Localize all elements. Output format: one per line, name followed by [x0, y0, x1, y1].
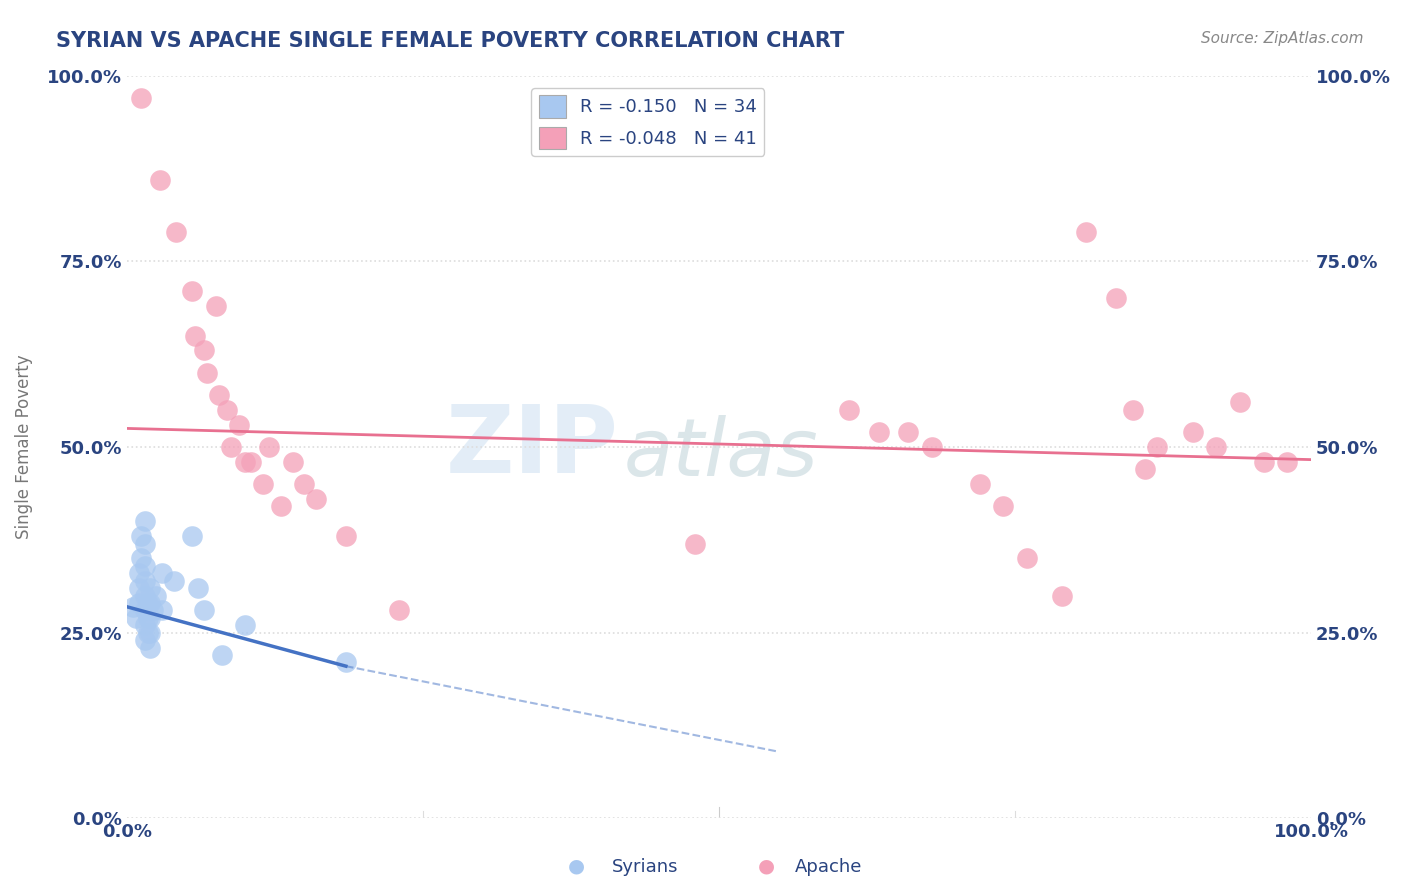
Point [139, 611, 162, 625]
Point [195, 366, 218, 380]
Point [233, 618, 256, 632]
Point [139, 596, 162, 610]
Text: SYRIAN VS APACHE SINGLE FEMALE POVERTY CORRELATION CHART: SYRIAN VS APACHE SINGLE FEMALE POVERTY C… [56, 31, 845, 51]
Point [1229, 395, 1251, 409]
Point [1052, 589, 1074, 603]
Point [136, 611, 159, 625]
Point [187, 581, 209, 595]
Point [252, 477, 274, 491]
Point [233, 455, 256, 469]
Point [129, 91, 152, 105]
Point [193, 343, 215, 358]
Point [838, 402, 860, 417]
Point [134, 589, 156, 603]
Point [204, 299, 226, 313]
Point [993, 500, 1015, 514]
Point [150, 566, 173, 581]
Point [139, 625, 162, 640]
Point [139, 581, 162, 595]
Point [921, 440, 943, 454]
Point [1253, 455, 1275, 469]
Y-axis label: Single Female Poverty: Single Female Poverty [15, 355, 32, 540]
Point [217, 402, 239, 417]
Point [897, 425, 920, 439]
Point [1135, 462, 1157, 476]
Point [335, 656, 357, 670]
Point [134, 514, 156, 528]
Point [121, 599, 143, 614]
Point [305, 491, 328, 506]
Point [145, 589, 167, 603]
Point [129, 551, 152, 566]
Point [136, 596, 159, 610]
Point [134, 574, 156, 588]
Text: ●: ● [568, 857, 585, 876]
Point [294, 477, 316, 491]
Point [180, 529, 202, 543]
Text: Syrians: Syrians [612, 858, 678, 876]
Point [136, 625, 159, 640]
Point [134, 558, 156, 573]
Point [125, 611, 148, 625]
Point [139, 640, 162, 655]
Point [134, 618, 156, 632]
Point [868, 425, 890, 439]
Point [129, 529, 152, 543]
Point [969, 477, 991, 491]
Point [142, 603, 165, 617]
Text: Source: ZipAtlas.com: Source: ZipAtlas.com [1201, 31, 1364, 46]
Point [208, 388, 231, 402]
Point [257, 440, 280, 454]
Point [150, 603, 173, 617]
Point [211, 648, 233, 662]
Point [270, 500, 292, 514]
Point [163, 574, 186, 588]
Point [134, 633, 156, 648]
Point [1277, 455, 1299, 469]
Point [1105, 292, 1128, 306]
Point [335, 529, 357, 543]
Point [1181, 425, 1204, 439]
Point [180, 284, 202, 298]
Point [166, 225, 188, 239]
Text: ●: ● [758, 857, 775, 876]
Text: Apache: Apache [794, 858, 862, 876]
Point [281, 455, 304, 469]
Point [128, 581, 150, 595]
Legend: R = -0.150   N = 34, R = -0.048   N = 41: R = -0.150 N = 34, R = -0.048 N = 41 [531, 88, 765, 156]
Text: atlas: atlas [624, 416, 818, 493]
Point [184, 328, 207, 343]
Point [1205, 440, 1227, 454]
Point [149, 172, 172, 186]
Point [1122, 402, 1144, 417]
Point [1146, 440, 1168, 454]
Point [228, 417, 250, 432]
Point [134, 603, 156, 617]
Point [1074, 225, 1097, 239]
Point [1015, 551, 1038, 566]
Point [128, 566, 150, 581]
Point [219, 440, 242, 454]
Point [128, 596, 150, 610]
Point [683, 536, 706, 550]
Point [240, 455, 263, 469]
Point [193, 603, 215, 617]
Point [134, 536, 156, 550]
Point [388, 603, 411, 617]
Text: ZIP: ZIP [446, 401, 619, 493]
